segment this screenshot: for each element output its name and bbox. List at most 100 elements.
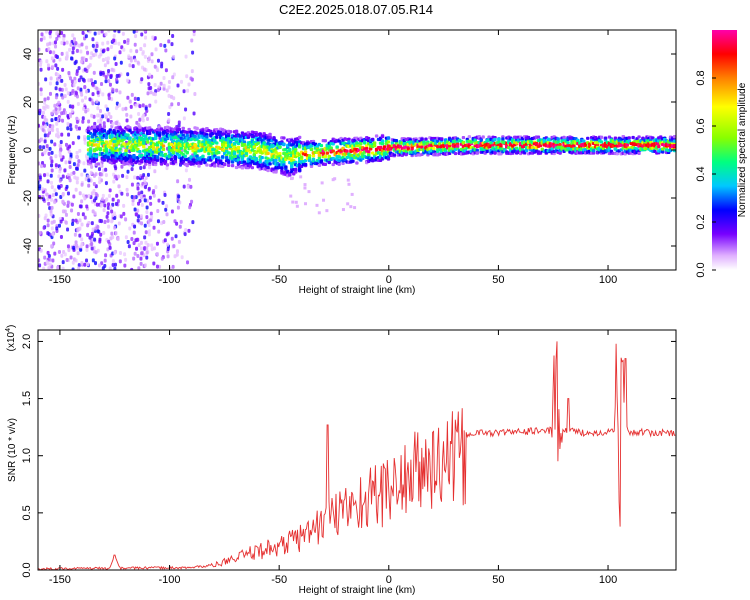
heatmap-cell (347, 182, 351, 186)
heatmap-cell (59, 219, 63, 224)
heatmap-cell (172, 244, 176, 249)
colorbar-tick-label: 0.8 (695, 70, 707, 85)
heatmap-cell (183, 139, 187, 143)
heatmap-cell (359, 141, 363, 146)
heatmap-cell (106, 211, 110, 216)
heatmap-cell (254, 156, 258, 161)
heatmap-cell (307, 154, 312, 158)
heatmap-cell (138, 104, 142, 109)
heatmap-cell (672, 135, 676, 139)
heatmap-cell (333, 177, 337, 181)
heatmap-cell (139, 214, 143, 219)
heatmap-cell (78, 43, 82, 48)
heatmap-cell (57, 249, 61, 254)
heatmap-cell (274, 158, 278, 163)
heatmap-cell (177, 154, 181, 158)
heatmap-cell (141, 50, 145, 55)
heatmap-cell (109, 44, 113, 49)
heatmap-cell (99, 172, 103, 177)
heatmap-cell (586, 136, 590, 140)
heatmap-cell (135, 246, 139, 251)
heatmap-cell (272, 136, 276, 140)
heatmap-cell (134, 212, 138, 217)
heatmap-cell (72, 245, 76, 250)
heatmap-cell (55, 226, 59, 231)
heatmap-cell (303, 183, 307, 187)
heatmap-cell (119, 214, 123, 219)
heatmap-cell (48, 206, 52, 211)
heatmap-cell (61, 260, 65, 265)
heatmap-cell (66, 203, 70, 208)
heatmap-cell (297, 167, 302, 172)
heatmap-cell (87, 178, 91, 183)
heatmap-cell (75, 154, 79, 159)
heatmap-cell (107, 96, 111, 101)
heatmap-cell (127, 244, 131, 249)
heatmap-cell (99, 52, 103, 57)
heatmap-cell (89, 78, 93, 83)
heatmap-cell (351, 159, 355, 163)
heatmap-cell (274, 170, 278, 174)
y-tick-label: 1.5 (21, 391, 33, 406)
heatmap-cell (44, 77, 48, 82)
heatmap-cell (88, 63, 92, 68)
heatmap-cell (191, 50, 195, 55)
heatmap-cell (153, 169, 157, 174)
heatmap-cell (203, 161, 207, 165)
heatmap-cell (63, 82, 67, 87)
heatmap-cell (440, 137, 444, 141)
heatmap-cell (627, 139, 631, 143)
heatmap-cell (83, 67, 87, 72)
heatmap-cell (51, 258, 55, 263)
heatmap-cell (217, 156, 221, 160)
heatmap-cell (133, 175, 137, 180)
heatmap-cell (81, 119, 85, 124)
heatmap-cell (133, 195, 137, 200)
heatmap-cell (367, 150, 371, 154)
heatmap-cell (299, 155, 304, 159)
heatmap-cell (77, 266, 81, 270)
heatmap-cell (123, 39, 127, 44)
heatmap-cell (139, 165, 143, 170)
heatmap-cell (140, 77, 144, 82)
heatmap-cell (113, 250, 117, 255)
heatmap-cell (52, 241, 56, 246)
heatmap-cell (102, 158, 107, 162)
heatmap-cell (657, 145, 661, 149)
heatmap-cell (71, 267, 75, 270)
heatmap-cell (144, 106, 148, 111)
heatmap-cell (291, 200, 295, 204)
heatmap-cell (163, 192, 167, 197)
heatmap-cell (144, 240, 148, 245)
heatmap-cell (125, 78, 129, 83)
heatmap-cell (78, 191, 82, 196)
heatmap-cell (177, 101, 181, 106)
heatmap-cell (142, 139, 146, 143)
heatmap-cell (84, 109, 88, 114)
heatmap-cell (123, 252, 127, 257)
heatmap-cell (341, 208, 345, 212)
heatmap-cell (38, 123, 41, 128)
heatmap-cell (59, 195, 63, 200)
heatmap-cell (538, 144, 543, 148)
heatmap-cell (45, 192, 49, 197)
heatmap-cell (157, 229, 161, 234)
heatmap-cell (107, 68, 111, 73)
heatmap-cell (290, 165, 294, 169)
heatmap-cell (66, 191, 70, 196)
heatmap-cell (107, 202, 111, 207)
heatmap-cell (69, 255, 73, 260)
bottom-y-axis-label: SNR (10 * v/v) (7, 418, 18, 482)
heatmap-cell (91, 83, 95, 88)
heatmap-cell (70, 56, 74, 61)
heatmap-cell (475, 148, 479, 152)
heatmap-cell (144, 230, 148, 235)
heatmap-cell (114, 166, 118, 171)
heatmap-cell (317, 211, 321, 215)
heatmap-cell (131, 64, 135, 69)
heatmap-cell (125, 187, 129, 192)
heatmap-cell (54, 192, 58, 197)
heatmap-cell (92, 114, 96, 119)
heatmap-cell (41, 187, 45, 192)
heatmap-cell (101, 92, 105, 97)
